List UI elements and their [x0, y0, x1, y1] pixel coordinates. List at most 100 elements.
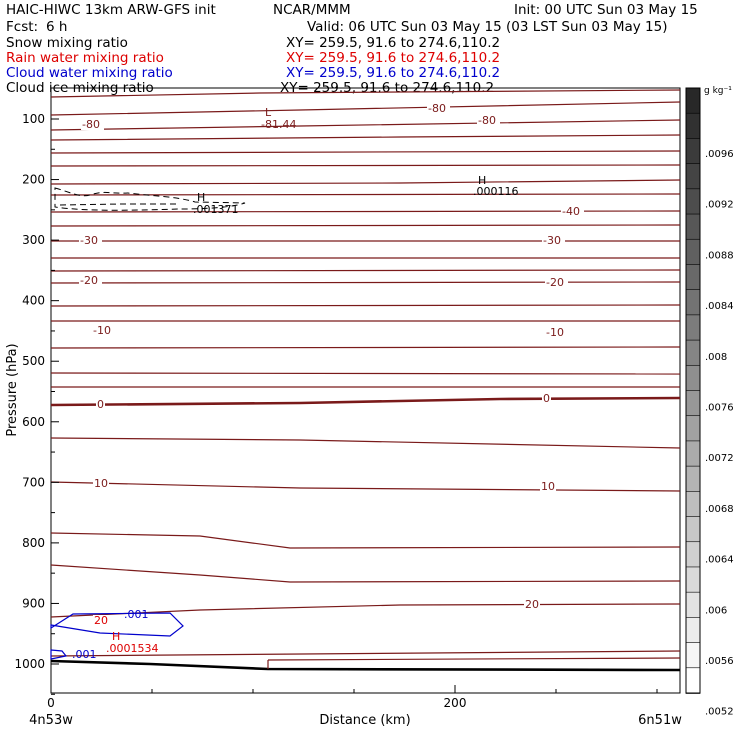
temperature-contour	[267, 657, 681, 661]
colorbar-bin	[685, 516, 701, 543]
colorbar-bin	[685, 566, 701, 593]
temperature-contour-label: -80	[428, 102, 446, 115]
colorbar-bin	[685, 138, 701, 165]
colorbar-tick-label: .0088	[705, 250, 734, 261]
temperature-contour	[50, 304, 681, 307]
colorbar-tick-label: .0096	[705, 149, 734, 160]
x-tick-label: 200	[444, 696, 467, 710]
temperature-contour-label: 20	[94, 614, 108, 627]
colorbar-tick-label: .0052	[705, 707, 734, 718]
temperature-contour	[50, 164, 681, 167]
colorbar-bin	[685, 415, 701, 442]
temperature-contour	[50, 532, 681, 549]
contour-label-bg	[81, 119, 104, 130]
colorbar-units: g kg⁻¹	[704, 86, 732, 96]
y-tick-label: 300	[22, 233, 45, 247]
field-name-snow: Snow mixing ratio	[6, 35, 128, 51]
colorbar-bin	[685, 188, 701, 215]
colorbar-bin	[685, 465, 701, 493]
temperature-contour-label: 10	[541, 480, 555, 493]
y-tick-label: 500	[22, 354, 45, 368]
contour-label-bg	[93, 615, 109, 626]
colorbar-bin	[685, 390, 701, 417]
extremum-marker: H	[112, 630, 120, 643]
extremum-value: .001371	[193, 203, 239, 216]
temperature-contour	[50, 179, 681, 185]
colorbar-bin	[685, 314, 701, 341]
colorbar-bin	[685, 591, 701, 619]
contour-label-bg	[79, 235, 102, 246]
y-tick-label: 400	[22, 294, 45, 308]
contour-label-bg	[477, 115, 500, 126]
x-tick-label: 0	[47, 696, 55, 710]
field-xy-cloud-water: XY= 259.5, 91.6 to 274.6,110.2	[286, 65, 501, 81]
colorbar-bin	[685, 642, 701, 669]
temperature-contour	[50, 119, 681, 131]
colorbar-tick-label: .0056	[705, 656, 734, 667]
colorbar-bin	[685, 440, 701, 467]
fcst-value: 6 h	[46, 19, 68, 35]
temperature-contour	[50, 101, 681, 116]
colorbar-bin	[685, 264, 701, 291]
field-name-cloud-water: Cloud water mixing ratio	[6, 65, 173, 81]
contour-label-bg	[542, 235, 565, 246]
contour-label-bg	[545, 277, 568, 288]
y-tick-label: 700	[22, 475, 45, 489]
temperature-contour	[50, 437, 681, 449]
colorbar-tick-label: .0092	[705, 200, 734, 211]
temperature-contour	[50, 210, 681, 213]
colorbar-bin	[685, 617, 701, 644]
temperature-contour-label: -20	[546, 276, 564, 289]
temperature-contour-label: -80	[478, 114, 496, 127]
freezing-level-contour	[50, 396, 681, 407]
colorbar-bin	[685, 213, 701, 241]
colorbar-bin	[685, 238, 701, 266]
contour-label-bg	[561, 206, 584, 217]
temperature-contour	[50, 150, 681, 154]
extremum-marker: L	[265, 106, 272, 119]
cloud-water-contour	[50, 612, 184, 637]
temperature-contour-label: -10	[93, 324, 111, 337]
plot-frame	[50, 87, 681, 694]
colorbar-bin	[685, 163, 701, 190]
temperature-contour	[50, 193, 681, 196]
chart-title: HAIC-HIWC 13km ARW-GFS init	[6, 2, 216, 18]
contour-label-bg	[96, 399, 105, 410]
colorbar-bin	[685, 112, 701, 140]
temperature-contour	[50, 89, 681, 98]
contour-label-bg	[542, 393, 551, 404]
temperature-contour-label: -10	[546, 326, 564, 339]
field-name-rain: Rain water mixing ratio	[6, 50, 164, 66]
fcst-label: Fcst:	[6, 19, 39, 35]
contour-label-bg	[545, 327, 568, 338]
y-tick-label: 800	[22, 536, 45, 550]
colorbar-tick-label: .0072	[705, 453, 734, 464]
cloud-water-label: .001	[124, 608, 149, 621]
temperature-contour-label: -30	[543, 234, 561, 247]
temperature-contour	[50, 372, 681, 375]
colorbar-tick-label: .0076	[705, 403, 734, 414]
y-tick-label: 900	[22, 596, 45, 610]
colorbar-bin	[685, 667, 701, 694]
x-axis-title: Distance (km)	[319, 713, 410, 728]
org-label: NCAR/MMM	[273, 2, 351, 18]
temperature-contour-label: -80	[82, 118, 100, 131]
temperature-contour	[50, 281, 681, 284]
extremum-value: .0001534	[106, 642, 159, 655]
colorbar-tick-label: .0068	[705, 504, 734, 515]
temperature-contour-label: 10	[94, 477, 108, 490]
temperature-contour	[50, 564, 681, 583]
y-tick-label: 100	[22, 112, 45, 126]
y-tick-label: 1000	[14, 657, 45, 671]
colorbar-bin	[685, 339, 701, 367]
colorbar-tick-label: .0084	[705, 301, 734, 312]
temperature-contour-label: 20	[525, 598, 539, 611]
y-tick-label: 200	[22, 173, 45, 187]
contour-label-bg	[540, 481, 556, 492]
colorbar-tick-label: .0064	[705, 555, 734, 566]
field-xy-snow: XY= 259.5, 91.6 to 274.6,110.2	[286, 35, 501, 51]
colorbar-bin	[685, 289, 701, 316]
extremum-marker: H	[478, 174, 486, 187]
x-endpoint-left: 4n53w	[29, 713, 73, 728]
